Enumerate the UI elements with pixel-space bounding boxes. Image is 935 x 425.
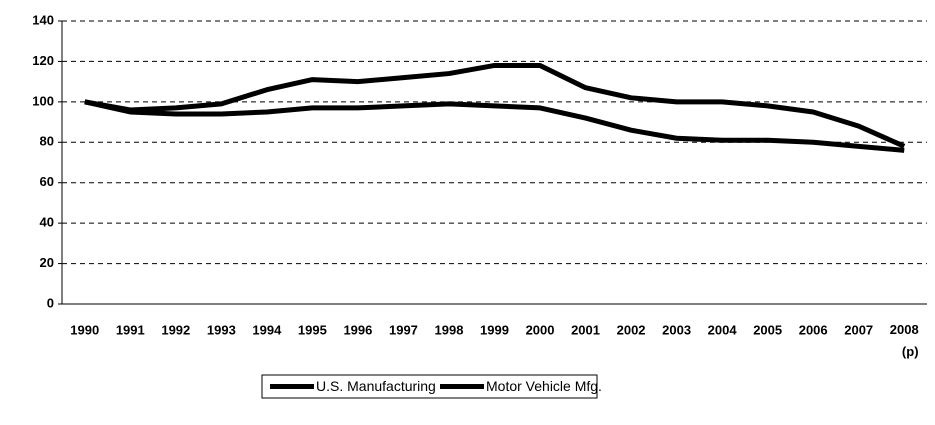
x-tick-label: 1993	[207, 322, 236, 337]
y-tick-label: 120	[32, 53, 54, 68]
y-tick-label: 80	[40, 134, 54, 149]
x-tick-label: 2005	[753, 322, 782, 337]
x-tick-label: 1997	[389, 322, 418, 337]
line	[84, 62, 906, 149]
x-tick-label: 2006	[799, 322, 828, 337]
legend-box	[261, 374, 598, 399]
x-tick-label: 2001	[571, 322, 600, 337]
x-tick-label: 2004	[708, 322, 738, 337]
x-tick-label: 1999	[480, 322, 509, 337]
x-tick-label: 2008 (p)	[890, 322, 919, 359]
x-tick-label: 1994	[252, 322, 282, 337]
x-tick-label: 2003	[662, 322, 691, 337]
line	[84, 99, 905, 153]
y-tick-label: 100	[32, 93, 54, 108]
x-tick-label: 2000	[526, 322, 555, 337]
x-tick-label: 1995	[298, 322, 327, 337]
x-tick-label: 1990	[70, 322, 99, 337]
legend-label: U.S. Manufacturing	[316, 378, 436, 394]
legend-label: Motor Vehicle Mfg.	[486, 378, 602, 394]
y-tick-label: 0	[47, 295, 54, 310]
x-tick-label: 1991	[116, 322, 145, 337]
y-tick-label: 140	[32, 12, 54, 27]
x-tick-label: 1998	[435, 322, 464, 337]
y-tick-label: 40	[40, 215, 54, 230]
y-tick-label: 20	[40, 255, 54, 270]
x-tick-label: 1992	[161, 322, 190, 337]
x-tick-label: 2007	[844, 322, 873, 337]
y-tick-label: 60	[40, 174, 54, 189]
x-tick-label: 2002	[617, 322, 646, 337]
x-tick-label: 1996	[343, 322, 372, 337]
